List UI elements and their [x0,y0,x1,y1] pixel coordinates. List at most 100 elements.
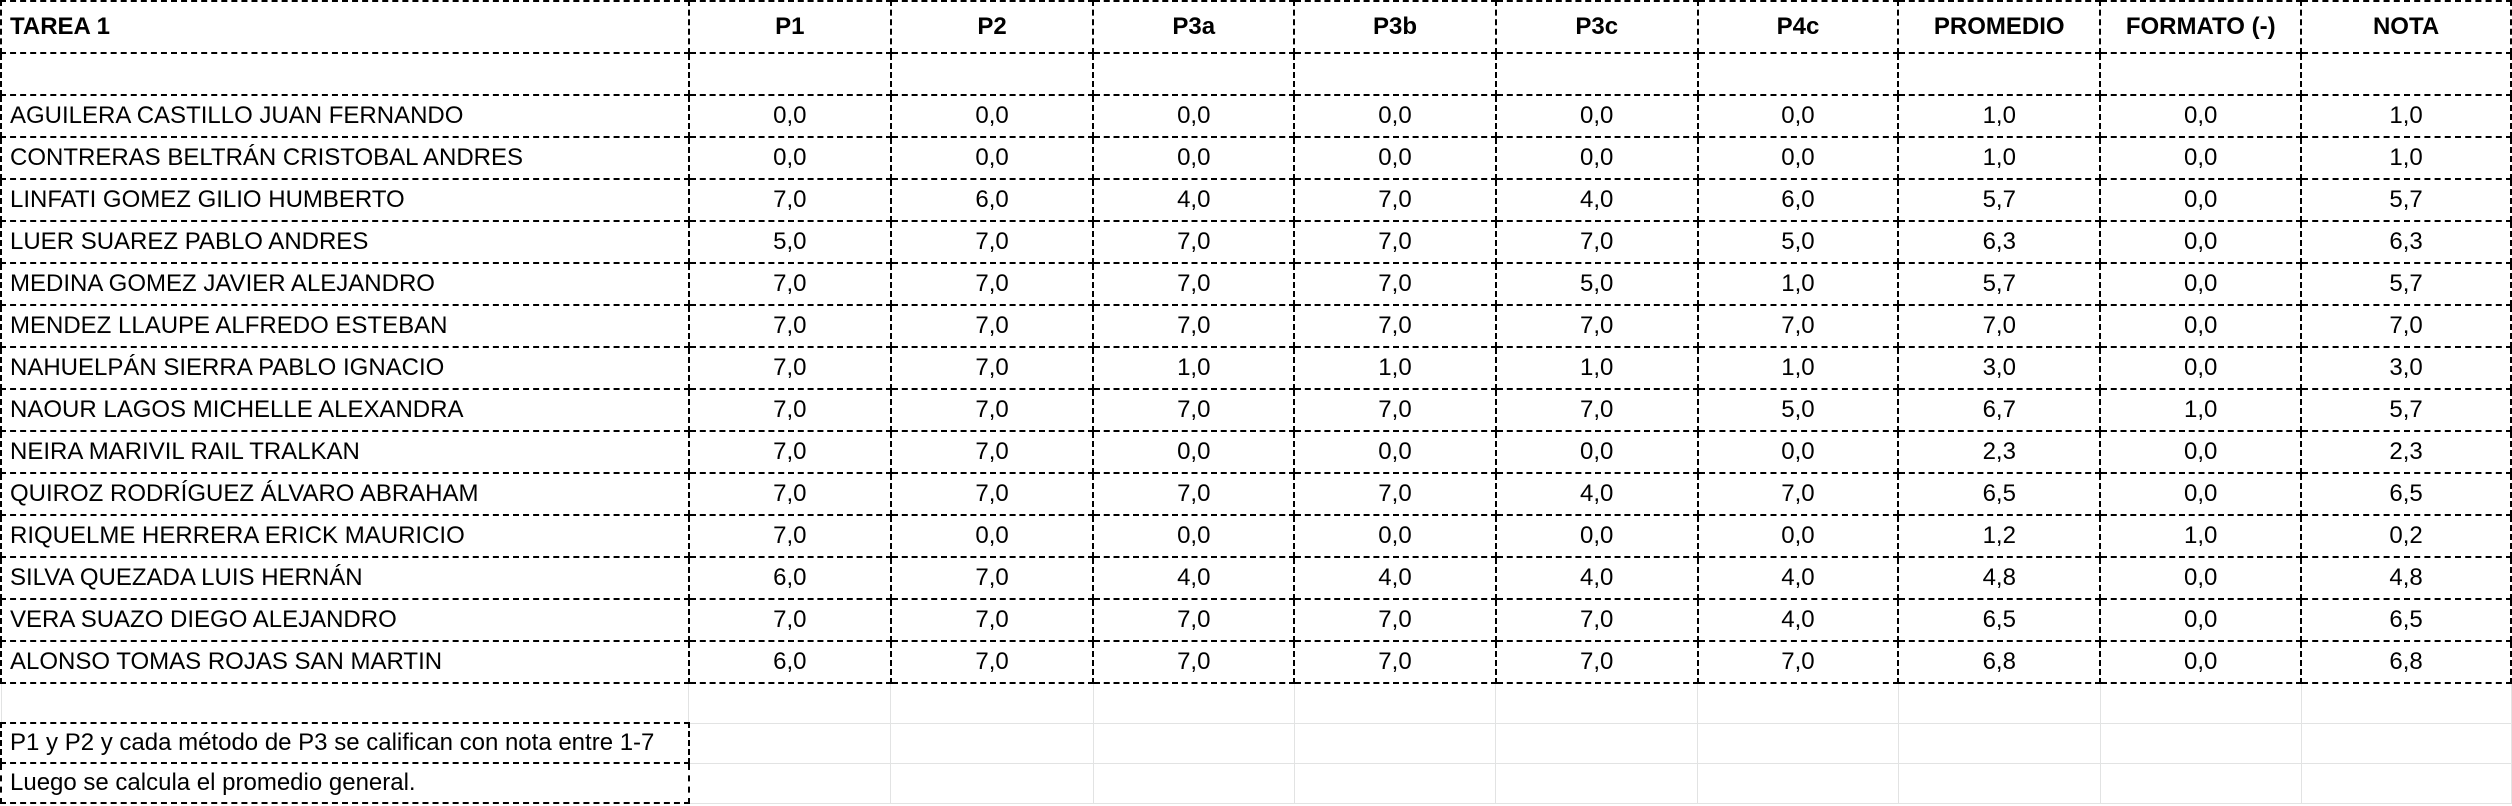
empty-cell[interactable] [2099,52,2303,96]
note-cell[interactable]: P1 y P2 y cada método de P3 se califican… [0,722,690,764]
grade-cell[interactable]: 7,0 [889,472,1095,516]
student-name-cell[interactable]: NAOUR LAGOS MICHELLE ALEXANDRA [0,388,690,432]
grade-cell[interactable]: 0,0 [1293,136,1497,180]
grade-cell[interactable]: 7,0 [1293,598,1497,642]
grade-cell[interactable]: 0,0 [2099,598,2303,642]
grade-cell[interactable]: 4,0 [1696,598,1900,642]
grade-cell[interactable]: 0,0 [2099,262,2303,306]
column-header-nota[interactable]: NOTA [2300,0,2512,54]
grade-cell[interactable]: 7,0 [889,262,1095,306]
empty-cell[interactable] [1897,762,2101,804]
empty-cell[interactable] [2300,722,2512,764]
grade-cell[interactable]: 0,0 [2099,472,2303,516]
grade-cell[interactable]: 0,0 [1494,136,1699,180]
grade-cell[interactable]: 7,0 [889,388,1095,432]
grade-cell[interactable]: 0,0 [2099,430,2303,474]
grade-cell[interactable]: 7,0 [687,598,892,642]
grade-cell[interactable]: 4,0 [1494,556,1699,600]
grade-cell[interactable]: 7,0 [1494,640,1699,684]
empty-cell[interactable] [688,762,892,804]
grade-cell[interactable]: 1,0 [2099,514,2303,558]
grade-cell[interactable]: 1,0 [1696,346,1900,390]
grade-cell[interactable]: 7,0 [1092,304,1296,348]
empty-cell[interactable] [890,762,1094,804]
empty-cell[interactable] [2300,52,2512,96]
empty-cell[interactable] [1897,682,2101,724]
column-header-p4c[interactable]: P4c [1696,0,1900,54]
grade-cell[interactable]: 4,8 [2300,556,2512,600]
grade-cell[interactable]: 7,0 [1092,472,1296,516]
empty-cell[interactable] [1697,682,1899,724]
grade-cell[interactable]: 0,0 [1092,94,1296,138]
grade-cell[interactable]: 7,0 [1293,388,1497,432]
column-header-formato[interactable]: FORMATO (-) [2099,0,2303,54]
grade-cell[interactable]: 0,0 [1494,514,1699,558]
grade-cell[interactable]: 7,0 [1092,388,1296,432]
student-name-cell[interactable]: LUER SUAREZ PABLO ANDRES [0,220,690,264]
grade-cell[interactable]: 1,0 [1293,346,1497,390]
grade-cell[interactable]: 7,0 [1494,304,1699,348]
grade-cell[interactable]: 4,0 [1494,178,1699,222]
grade-cell[interactable]: 7,0 [687,388,892,432]
empty-cell[interactable] [1494,52,1699,96]
grade-cell[interactable]: 0,0 [687,136,892,180]
grade-cell[interactable]: 6,0 [687,556,892,600]
empty-cell[interactable] [1293,52,1497,96]
grade-cell[interactable]: 6,0 [1696,178,1900,222]
student-name-cell[interactable]: RIQUELME HERRERA ERICK MAURICIO [0,514,690,558]
column-header-p2[interactable]: P2 [889,0,1095,54]
grade-cell[interactable]: 0,0 [1696,136,1900,180]
grade-cell[interactable]: 0,0 [1696,514,1900,558]
grade-cell[interactable]: 1,0 [2099,388,2303,432]
student-name-cell[interactable]: QUIROZ RODRÍGUEZ ÁLVARO ABRAHAM [0,472,690,516]
grade-cell[interactable]: 4,8 [1897,556,2102,600]
grade-cell[interactable]: 7,0 [1293,472,1497,516]
grade-cell[interactable]: 7,0 [687,178,892,222]
grade-cell[interactable]: 0,2 [2300,514,2512,558]
grade-cell[interactable]: 7,0 [687,346,892,390]
grade-cell[interactable]: 7,0 [687,514,892,558]
student-name-cell[interactable]: CONTRERAS BELTRÁN CRISTOBAL ANDRES [0,136,690,180]
grade-cell[interactable]: 5,0 [1494,262,1699,306]
grade-cell[interactable]: 0,0 [1092,514,1296,558]
student-name-cell[interactable]: VERA SUAZO DIEGO ALEJANDRO [0,598,690,642]
empty-cell[interactable] [1092,682,1295,724]
grade-cell[interactable]: 4,0 [1092,178,1296,222]
grade-cell[interactable]: 1,2 [1897,514,2102,558]
empty-cell[interactable] [1697,762,1899,804]
grade-cell[interactable]: 7,0 [1293,220,1497,264]
grade-cell[interactable]: 7,0 [889,598,1095,642]
grade-cell[interactable]: 7,0 [889,640,1095,684]
grade-cell[interactable]: 5,7 [2300,178,2512,222]
grade-cell[interactable]: 6,8 [1897,640,2102,684]
empty-cell[interactable] [688,682,892,724]
student-name-cell[interactable]: MENDEZ LLAUPE ALFREDO ESTEBAN [0,304,690,348]
grade-cell[interactable]: 4,0 [1696,556,1900,600]
grade-cell[interactable]: 0,0 [687,94,892,138]
student-name-cell[interactable]: MEDINA GOMEZ JAVIER ALEJANDRO [0,262,690,306]
grade-cell[interactable]: 3,0 [2300,346,2512,390]
grade-cell[interactable]: 7,0 [1092,262,1296,306]
empty-cell[interactable] [1495,722,1699,764]
grade-cell[interactable]: 7,0 [889,220,1095,264]
grade-cell[interactable]: 0,0 [2099,640,2303,684]
grade-cell[interactable]: 0,0 [2099,346,2303,390]
grade-cell[interactable]: 7,0 [889,430,1095,474]
student-name-cell[interactable]: LINFATI GOMEZ GILIO HUMBERTO [0,178,690,222]
student-name-cell[interactable]: ALONSO TOMAS ROJAS SAN MARTIN [0,640,690,684]
grade-cell[interactable]: 0,0 [889,514,1095,558]
grade-cell[interactable]: 7,0 [1092,640,1296,684]
grade-cell[interactable]: 0,0 [2099,556,2303,600]
grade-cell[interactable]: 0,0 [1696,94,1900,138]
grade-cell[interactable]: 1,0 [2300,94,2512,138]
grade-cell[interactable]: 0,0 [2099,304,2303,348]
grade-cell[interactable]: 0,0 [889,136,1095,180]
empty-cell[interactable] [890,682,1094,724]
grade-cell[interactable]: 0,0 [1293,94,1497,138]
grade-cell[interactable]: 4,0 [1494,472,1699,516]
empty-cell[interactable] [1697,722,1899,764]
grade-cell[interactable]: 1,0 [1897,136,2102,180]
empty-cell[interactable] [2099,762,2302,804]
grade-cell[interactable]: 5,7 [1897,262,2102,306]
grade-cell[interactable]: 0,0 [2099,136,2303,180]
